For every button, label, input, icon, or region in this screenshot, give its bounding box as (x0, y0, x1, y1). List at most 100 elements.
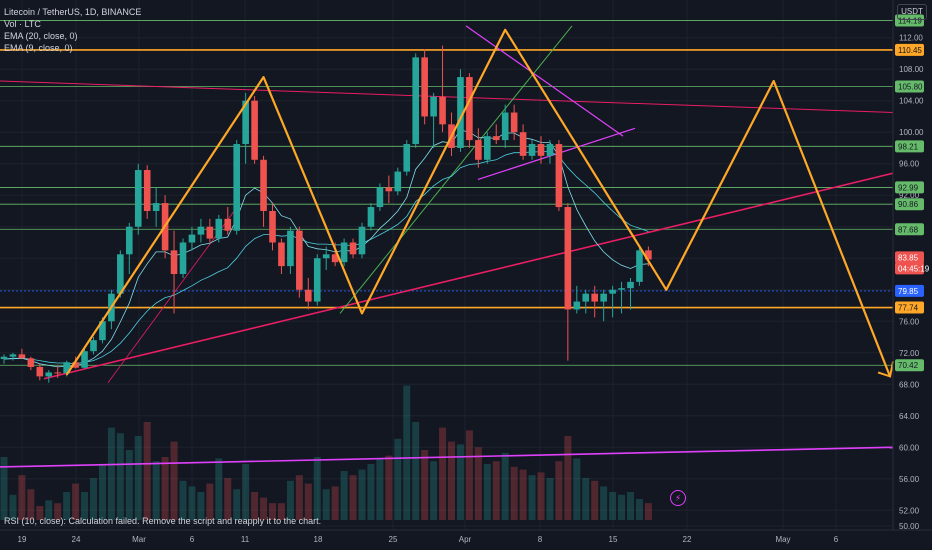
price-label-box (895, 140, 924, 153)
volume-bar (421, 450, 429, 520)
candle (152, 187, 160, 227)
candle (349, 238, 357, 259)
y-tick-label: 56.00 (899, 475, 920, 484)
volume-bar (465, 430, 473, 520)
candle-body (537, 144, 545, 156)
candle (27, 356, 35, 371)
volume-bar (116, 433, 124, 520)
price-label: 105.80 (898, 83, 923, 92)
candle-body (63, 362, 70, 374)
candle (600, 289, 607, 322)
price-label: 92.99 (898, 183, 919, 192)
y-tick-label: 112.00 (899, 34, 923, 43)
candle-body (224, 218, 232, 231)
candle (54, 365, 61, 378)
candle (564, 203, 572, 361)
candle (528, 140, 536, 160)
candle-body (510, 112, 518, 133)
currency-button[interactable]: USDT (897, 4, 927, 20)
price-label-box (895, 301, 924, 314)
legend-ema9[interactable]: EMA (9, close, 0) (4, 43, 73, 53)
candle-body (492, 136, 500, 141)
candle-body (45, 372, 53, 377)
volume-bar (448, 441, 455, 520)
candlesticks (0, 45, 652, 383)
candle (9, 352, 17, 361)
price-label-box (895, 14, 924, 27)
candle (510, 104, 518, 141)
volume-bar (152, 461, 160, 520)
candle-body (466, 77, 473, 141)
volume-bar (295, 475, 303, 520)
candle-body (501, 112, 509, 141)
candle-body (430, 96, 437, 117)
candle (367, 203, 375, 231)
candle-body (72, 362, 79, 368)
legend-ema20[interactable]: EMA (20, close, 0) (4, 31, 78, 41)
volume-bar (376, 458, 384, 520)
y-tick-label: 72.00 (899, 349, 920, 358)
legend-volume[interactable]: Vol · LTC (4, 19, 41, 29)
descending-trendline (0, 80, 894, 114)
candle-body (331, 254, 339, 263)
candle (143, 165, 151, 219)
candle (278, 238, 285, 274)
candle-body (600, 293, 607, 302)
candle (555, 140, 563, 211)
volume-bar (45, 500, 53, 520)
volume-bar (9, 494, 17, 520)
price-label-box (895, 43, 924, 56)
candle (188, 226, 196, 251)
x-tick-label: Mar (132, 535, 146, 544)
price-label: 77.74 (898, 304, 919, 313)
x-tick-label: Apr (459, 535, 472, 544)
price-label: 114.19 (898, 16, 922, 25)
price-label: 98.21 (898, 142, 919, 151)
candle (305, 277, 312, 310)
candle (358, 222, 366, 259)
volume-bar (635, 499, 643, 520)
candle-body (627, 281, 634, 289)
volume-bars (0, 385, 652, 520)
x-tick-label: 6 (190, 535, 195, 544)
price-labels: 114.19 110.45 105.80 98.21 92.99 90.86 87.68 83… (895, 14, 930, 372)
candle (260, 155, 267, 227)
candle-body (54, 372, 61, 374)
candle-body (0, 356, 8, 360)
volume-bar (81, 492, 89, 520)
x-tick-label: 19 (18, 535, 27, 544)
candle-body (484, 136, 491, 160)
candle-body (582, 293, 590, 302)
candle (475, 128, 482, 168)
volume-bar (277, 503, 285, 520)
candle-body (206, 226, 214, 239)
volume-bar (188, 486, 196, 520)
volume-bar (609, 492, 617, 520)
y-tick-label: 68.00 (899, 380, 920, 389)
candle (582, 289, 590, 314)
candle (636, 246, 643, 286)
legend-symbol[interactable]: Litecoin / TetherUS, 1D, BINANCE (4, 7, 142, 17)
price-label-box (895, 223, 924, 236)
candle (18, 348, 26, 360)
price-label-box (895, 198, 924, 211)
candle (287, 226, 294, 274)
candle (313, 254, 321, 306)
candle-body (385, 187, 393, 192)
volume-bar (72, 483, 80, 520)
lightning-icon[interactable]: ⚡ (670, 490, 686, 506)
candle-body (90, 340, 97, 352)
volume-bar (430, 461, 438, 520)
volume-bar (582, 478, 590, 520)
price-label: 70.42 (898, 361, 919, 370)
candle-body (36, 366, 44, 377)
volume-bar (269, 503, 276, 520)
candle (439, 45, 446, 133)
candle (224, 207, 232, 235)
candle-body (358, 226, 366, 255)
bottom-trendline (0, 446, 894, 468)
candle-body (367, 207, 375, 227)
y-tick-label: 100.00 (899, 128, 924, 137)
